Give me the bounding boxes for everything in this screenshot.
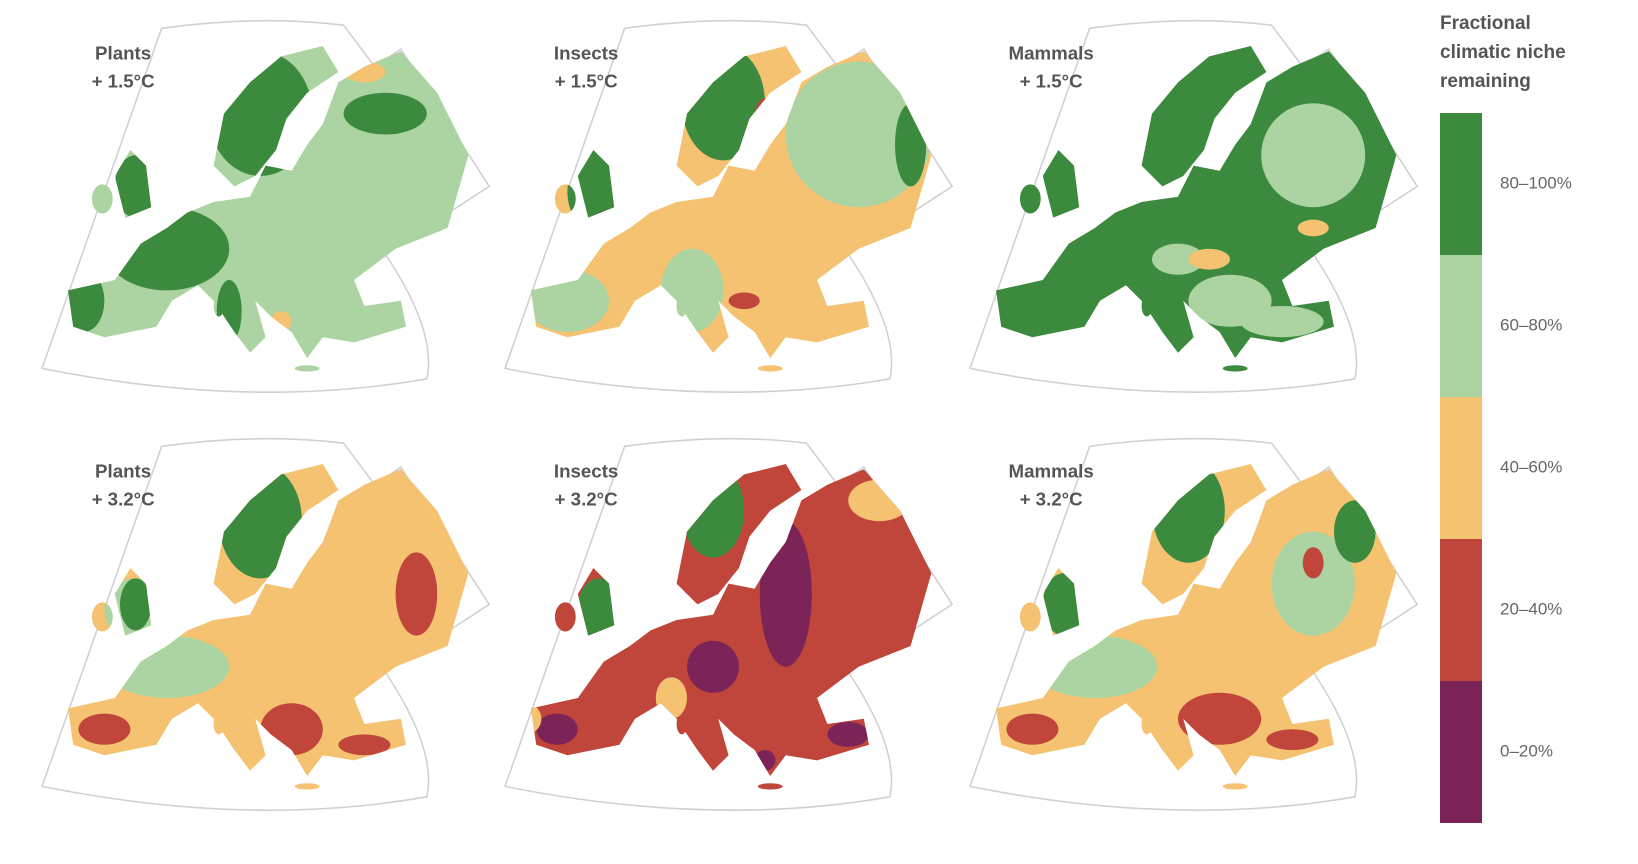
- niche-region: [1261, 103, 1366, 208]
- panel-warming: + 1.5°C: [555, 70, 618, 91]
- panel-taxon: Plants: [95, 460, 151, 481]
- niche-region: [728, 292, 760, 310]
- map-panel: Mammals + 3.2°C: [968, 437, 1419, 811]
- legend-label: 60–80%: [1500, 315, 1562, 334]
- panel-taxon: Mammals: [1008, 42, 1093, 63]
- legend-label: 80–100%: [1500, 173, 1572, 192]
- panel-taxon: Mammals: [1008, 460, 1093, 481]
- map-panel: Insects + 1.5°C: [503, 19, 954, 393]
- legend-swatch: [1440, 113, 1482, 255]
- panel-warming: + 3.2°C: [92, 488, 155, 509]
- niche-region: [1240, 306, 1324, 338]
- legend: Fractional climatic niche remaining 80–100%…: [1440, 13, 1572, 823]
- niche-region: [1271, 531, 1355, 636]
- niche-region: [536, 713, 578, 745]
- niche-region: [395, 552, 438, 636]
- niche-region: [1178, 692, 1262, 745]
- panel-warming: + 1.5°C: [92, 70, 155, 91]
- panel-taxon: Plants: [95, 42, 151, 63]
- legend-swatch: [1440, 397, 1482, 539]
- niche-region: [1006, 713, 1059, 745]
- panel-warming: + 3.2°C: [555, 488, 618, 509]
- niche-region: [577, 578, 620, 641]
- map-panel: Plants + 1.5°C: [40, 19, 491, 393]
- map-panel: Plants + 3.2°C: [40, 437, 491, 811]
- niche-region: [848, 479, 911, 522]
- niche-region: [1266, 729, 1319, 750]
- legend-label: 0–20%: [1500, 741, 1553, 760]
- niche-region: [827, 721, 869, 747]
- niche-region: [1188, 248, 1230, 270]
- niche-region: [1152, 243, 1204, 275]
- niche-region: [78, 713, 131, 745]
- niche-region: [343, 92, 427, 135]
- niche-region: [785, 61, 932, 208]
- legend-swatch: [1440, 255, 1482, 397]
- legend-title: Fractional: [1440, 13, 1531, 34]
- niche-region: [687, 640, 739, 693]
- niche-region: [895, 103, 927, 187]
- panel-warming: + 3.2°C: [1020, 488, 1083, 509]
- niche-region: [1302, 547, 1324, 579]
- legend-label: 40–60%: [1500, 457, 1562, 476]
- niche-region: [114, 155, 157, 218]
- legend-title: remaining: [1440, 71, 1531, 92]
- legend-swatch: [1440, 681, 1482, 823]
- map-panel: Insects + 3.2°C: [503, 437, 954, 811]
- legend-swatch: [1440, 539, 1482, 681]
- panel-taxon: Insects: [554, 460, 618, 481]
- legend-title: climatic niche: [1440, 42, 1566, 63]
- panel-warming: + 1.5°C: [1020, 70, 1083, 91]
- niche-region: [1042, 573, 1085, 636]
- niche-region: [1297, 219, 1329, 237]
- panel-taxon: Insects: [554, 42, 618, 63]
- map-panel: Mammals + 1.5°C: [968, 19, 1419, 393]
- niche-region: [120, 578, 152, 631]
- niche-region: [1334, 500, 1376, 563]
- niche-region: [338, 734, 391, 756]
- legend-label: 20–40%: [1500, 599, 1562, 618]
